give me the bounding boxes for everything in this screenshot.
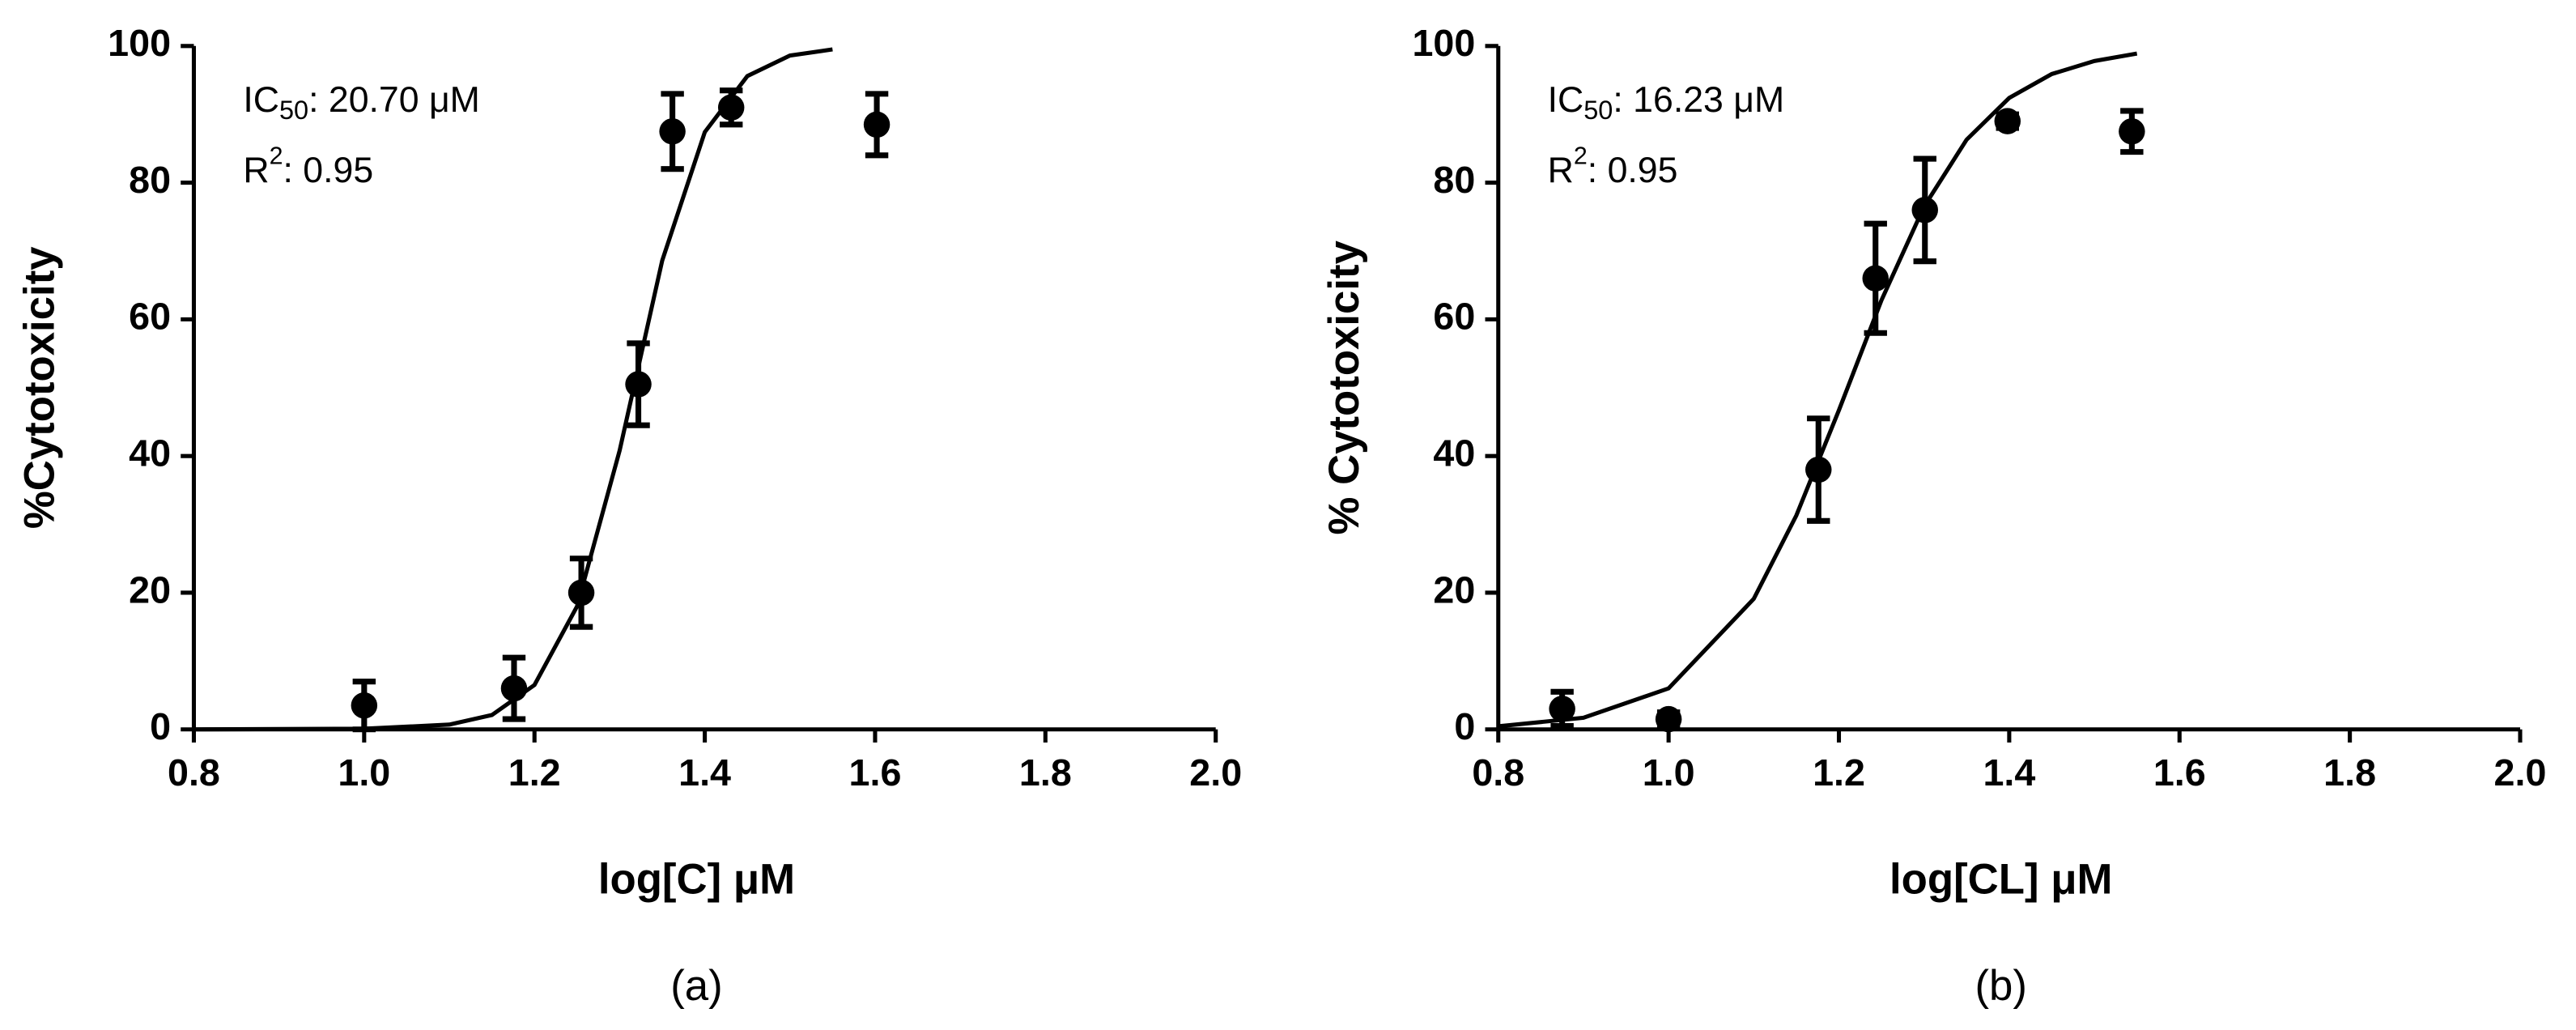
data-point — [1805, 456, 1832, 483]
panel: 0 20 40 60 80 100 0.8 1.0 1.2 1.4 1.6 1.8 2.0 log[CL]… — [1320, 22, 2546, 1010]
x-tick-label: 1.4 — [1983, 751, 2035, 794]
ic50-value: : 20.70 μM — [308, 80, 480, 120]
x-tick-label: 1.0 — [338, 751, 390, 794]
r2-value: : 0.95 — [1588, 151, 1678, 190]
fit-curve — [193, 47, 833, 732]
ic50-annotation: IC50: 20.70 μM — [243, 80, 480, 125]
x-tick-label: 0.8 — [1472, 751, 1524, 794]
y-tick-label: 60 — [1433, 296, 1475, 338]
y-tick-label: 40 — [129, 432, 171, 475]
x-tick-label: 2.0 — [1189, 751, 1242, 794]
y-tick-label: 20 — [1433, 568, 1475, 611]
data-point — [1655, 705, 1682, 733]
y-tick-label: 80 — [1433, 159, 1475, 201]
data-point — [1911, 197, 1938, 223]
y-tick-label: 0 — [150, 705, 171, 747]
data-point — [500, 675, 528, 702]
x-tick-label: 0.8 — [168, 751, 220, 794]
data-point — [1549, 696, 1575, 722]
r2-annotation: R2: 0.95 — [243, 143, 373, 190]
x-tick-label: 1.6 — [2153, 751, 2206, 794]
ic50-value: : 16.23 μM — [1613, 80, 1784, 120]
x-tick-label: 1.2 — [508, 751, 561, 794]
y-tick-label: 100 — [1412, 22, 1475, 64]
x-axis-title: log[CL] μM — [1889, 855, 2112, 903]
ic50-label: IC — [243, 80, 279, 120]
y-tick-label: 80 — [129, 159, 171, 201]
r2-superscript: 2 — [1574, 143, 1588, 170]
x-tick-label: 1.4 — [678, 751, 731, 794]
ic50-subscript: 50 — [1583, 96, 1613, 125]
fit-curve — [1498, 51, 2138, 729]
data-point — [717, 94, 745, 121]
r2-superscript: 2 — [270, 143, 283, 170]
data-point — [351, 692, 378, 719]
data-point — [2119, 118, 2145, 145]
y-axis-title: %Cytotoxicity — [16, 246, 64, 529]
r2-value: : 0.95 — [283, 151, 374, 190]
data-point — [1862, 265, 1889, 292]
y-tick-label: 0 — [1454, 705, 1475, 747]
y-tick-label: 40 — [1433, 432, 1475, 475]
data-point — [625, 371, 652, 398]
panel-label: (b) — [1975, 962, 2026, 1010]
x-tick-label: 1.6 — [849, 751, 902, 794]
y-tick-label: 20 — [129, 568, 171, 611]
r2-annotation: R2: 0.95 — [1548, 143, 1678, 190]
data-point — [1994, 108, 2021, 134]
r2-label: R — [1548, 151, 1574, 190]
y-tick-label: 60 — [129, 296, 171, 338]
panel-label: (a) — [670, 962, 722, 1010]
ic50-label: IC — [1548, 80, 1584, 120]
r2-label: R — [243, 151, 269, 190]
ic50-annotation: IC50: 16.23 μM — [1548, 80, 1785, 125]
x-tick-label: 1.8 — [1019, 751, 1072, 794]
panel: 0 20 40 60 80 100 0.8 1.0 1.2 1.4 1.6 1.8 2.0 log[C] … — [16, 22, 1242, 1010]
x-tick-label: 1.2 — [1813, 751, 1865, 794]
x-tick-label: 2.0 — [2494, 751, 2547, 794]
data-point — [659, 118, 686, 145]
y-tick-label: 100 — [108, 22, 171, 64]
x-tick-label: 1.8 — [2323, 751, 2376, 794]
ic50-subscript: 50 — [279, 96, 308, 125]
x-axis-title: log[C] μM — [598, 855, 795, 903]
x-tick-label: 1.0 — [1643, 751, 1695, 794]
data-point — [567, 579, 595, 607]
y-axis-title: % Cytotoxicity — [1320, 240, 1368, 534]
data-point — [863, 111, 891, 138]
